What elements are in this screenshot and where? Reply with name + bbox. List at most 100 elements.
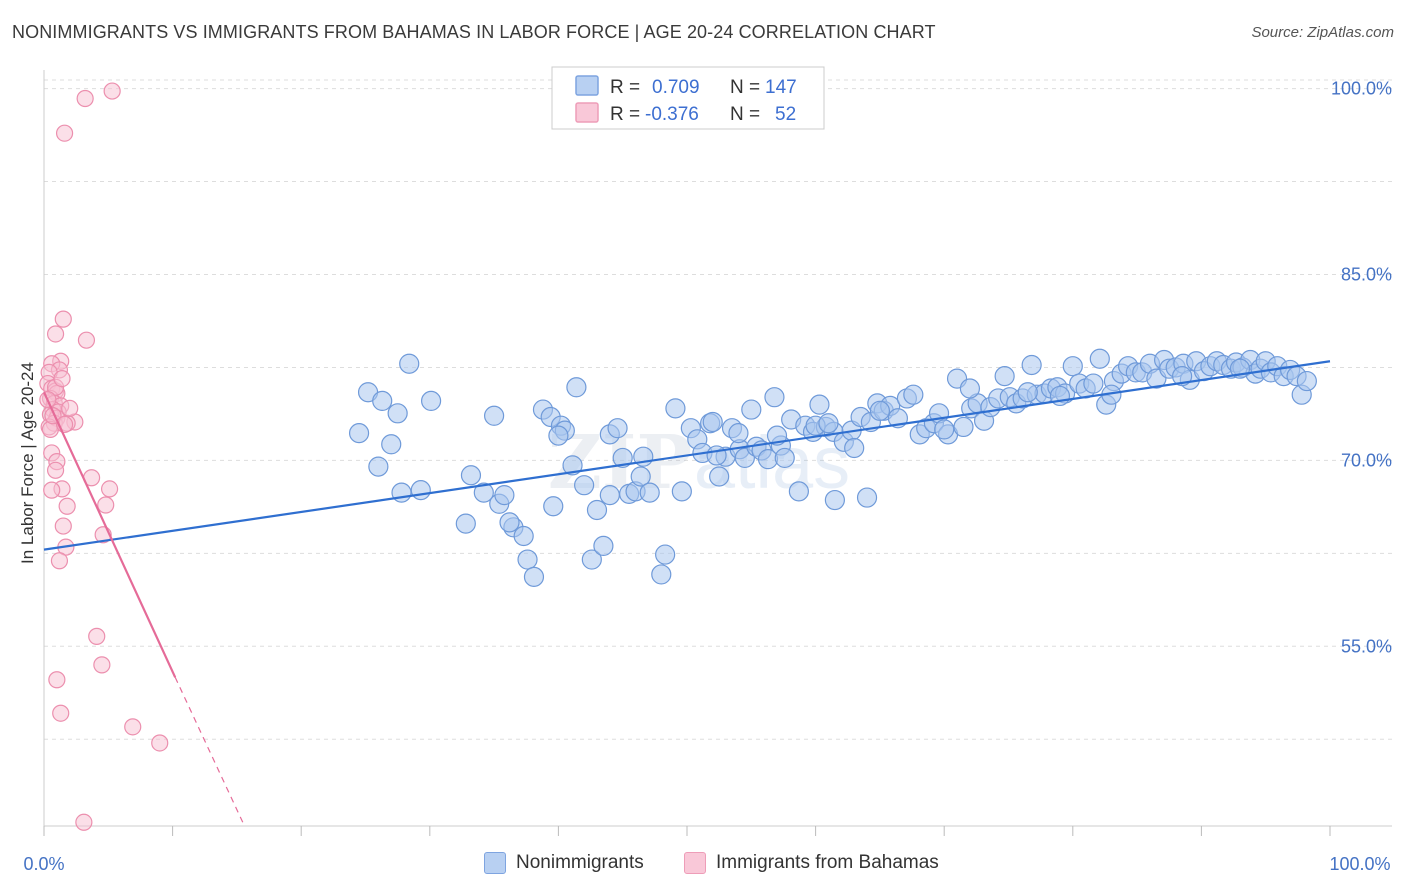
nonimmigrants-point — [959, 378, 981, 399]
nonimmigrants-point — [1021, 354, 1042, 376]
nonimmigrants-point — [903, 384, 924, 405]
nonimmigrants-point — [953, 416, 974, 438]
nonimmigrants-point — [593, 535, 614, 557]
bahamas-point — [50, 552, 69, 570]
nonimmigrants-point — [869, 400, 891, 421]
nonimmigrants-point — [844, 437, 865, 459]
legend-item-bahamas: Immigrants from Bahamas — [684, 852, 939, 874]
nonimmigrants-point — [1172, 366, 1193, 387]
nonimmigrants-point — [574, 475, 595, 496]
nonimmigrants-point — [994, 366, 1015, 387]
bahamas-point — [43, 481, 61, 499]
legend-n-label-1: N = — [730, 77, 760, 98]
chart-title: NONIMMIGRANTS VS IMMIGRANTS FROM BAHAMAS… — [12, 22, 936, 42]
nonimmigrants-points — [348, 348, 1317, 587]
y-tick-label: 70.0% — [1341, 450, 1392, 470]
axes — [43, 70, 1392, 836]
legend-n-value-2: 52 — [775, 104, 796, 125]
grid-lines — [44, 79, 1392, 740]
nonimmigrants-point — [455, 513, 476, 534]
nonimmigrants-point — [706, 445, 727, 466]
nonimmigrants-point — [665, 398, 686, 419]
bahamas-point — [58, 497, 76, 515]
nonimmigrants-point — [709, 466, 730, 487]
legend-r-value-1: 0.709 — [652, 77, 700, 98]
bahamas-point — [100, 480, 119, 498]
legend-r-label-2: R = — [610, 104, 640, 125]
bahamas-point — [103, 82, 121, 100]
bahamas-point — [93, 656, 111, 674]
nonimmigrants-point — [788, 481, 809, 502]
nonimmigrants-point — [809, 394, 830, 415]
nonimmigrants-point — [499, 512, 520, 533]
nonimmigrants-point — [460, 465, 482, 486]
bahamas-point — [53, 369, 71, 388]
nonimmigrants-point — [581, 549, 602, 570]
legend-n-label-2: N = — [730, 104, 760, 125]
bahamas-point — [46, 325, 65, 343]
nonimmigrants-point — [387, 403, 408, 424]
nonimmigrants-point — [517, 549, 538, 570]
trend-lines — [43, 360, 1331, 824]
x-tick-labels: 0.0% 100.0% — [23, 854, 1390, 874]
bahamas-point — [97, 496, 115, 514]
nonimmigrants-point — [1062, 356, 1083, 377]
nonimmigrants-point — [1296, 370, 1317, 392]
nonimmigrants-point — [766, 425, 788, 446]
nonimmigrants-point — [630, 466, 651, 487]
nonimmigrants-point — [612, 447, 633, 469]
bahamas-point — [48, 671, 66, 689]
nonimmigrants-point — [702, 411, 723, 433]
bahamas-point — [75, 813, 93, 831]
bahamas-point — [88, 627, 106, 645]
legend-n-value-1: 147 — [765, 77, 797, 98]
nonimmigrants-point — [523, 566, 545, 587]
series-legend: Nonimmigrants Immigrants from Bahamas — [0, 852, 1406, 878]
bahamas-point — [61, 399, 79, 417]
bahamas-label: Immigrants from Bahamas — [716, 852, 939, 873]
nonimmigrants-point — [368, 456, 389, 477]
source-label: Source: ZipAtlas.com — [1251, 24, 1394, 41]
legend-swatch-bahamas — [575, 102, 599, 123]
y-tick-label: 100.0% — [1331, 79, 1392, 99]
nonimmigrants-point — [599, 484, 620, 506]
nonimmigrants-point — [607, 418, 628, 439]
nonimmigrants-point — [562, 455, 583, 476]
legend-item-nonimmigrants: Nonimmigrants — [484, 852, 644, 874]
nonimmigrants-point — [410, 480, 431, 501]
bahamas-point — [124, 718, 142, 736]
x-tick-label-min: 0.0% — [23, 854, 64, 874]
bahamas-point — [151, 734, 169, 752]
nonimmigrants-point — [639, 482, 660, 503]
nonimmigrants-point — [543, 496, 564, 517]
bahamas-point — [77, 331, 96, 349]
nonimmigrants-point — [818, 413, 839, 434]
bahamas-point — [55, 124, 74, 142]
y-tick-labels: 55.0% 70.0% 85.0% 100.0% — [1331, 79, 1392, 657]
nonimmigrants-swatch — [484, 852, 506, 874]
nonimmigrants-point — [651, 564, 672, 585]
nonimmigrants-point — [399, 353, 420, 374]
nonimmigrants-point — [774, 447, 795, 469]
nonimmigrants-point — [484, 405, 505, 426]
correlation-legend: R = 0.709 N = 147 R = -0.376 N = 52 — [551, 66, 825, 130]
nonimmigrants-point — [566, 377, 587, 398]
nonimmigrants-trend-line — [43, 360, 1331, 551]
bahamas-point — [54, 310, 72, 328]
nonimmigrants-label: Nonimmigrants — [516, 852, 644, 873]
legend-r-value-2: -0.376 — [645, 104, 699, 125]
nonimmigrants-point — [1083, 373, 1104, 394]
y-tick-label: 55.0% — [1341, 636, 1392, 656]
nonimmigrants-point — [494, 484, 515, 506]
legend-r-label-1: R = — [610, 77, 640, 98]
nonimmigrants-point — [764, 387, 785, 408]
nonimmigrants-point — [548, 425, 569, 446]
nonimmigrants-point — [381, 434, 402, 455]
nonimmigrants-point — [671, 481, 692, 502]
bahamas-point — [76, 89, 94, 108]
nonimmigrants-point — [1017, 382, 1038, 403]
bahamas-point — [54, 517, 72, 535]
y-axis-title: In Labor Force | Age 20-24 — [18, 362, 37, 564]
nonimmigrants-point — [420, 390, 442, 412]
